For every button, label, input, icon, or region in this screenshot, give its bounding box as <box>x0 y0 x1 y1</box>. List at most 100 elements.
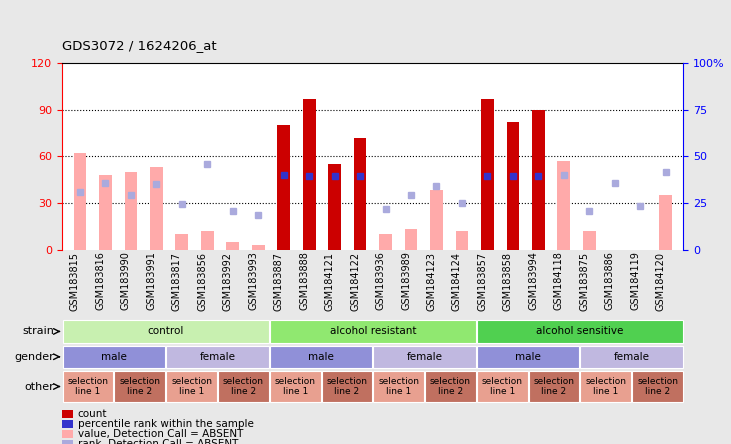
Text: female: female <box>614 352 650 362</box>
Text: GSM183992: GSM183992 <box>223 252 232 311</box>
Text: GSM183993: GSM183993 <box>249 252 258 310</box>
Bar <box>455 231 469 250</box>
FancyBboxPatch shape <box>115 371 165 402</box>
FancyBboxPatch shape <box>580 371 631 402</box>
Bar <box>99 175 112 250</box>
Bar <box>354 138 366 250</box>
Text: count: count <box>77 409 107 419</box>
Text: selection
line 1: selection line 1 <box>482 377 523 396</box>
Text: selection
line 1: selection line 1 <box>67 377 108 396</box>
Text: GSM183886: GSM183886 <box>605 252 615 310</box>
Text: selection
line 1: selection line 1 <box>586 377 626 396</box>
Bar <box>481 99 493 250</box>
Text: control: control <box>148 326 184 337</box>
FancyBboxPatch shape <box>166 371 217 402</box>
Text: GSM183936: GSM183936 <box>376 252 385 310</box>
Text: GSM184121: GSM184121 <box>325 252 335 311</box>
Bar <box>227 242 239 250</box>
Text: GSM183991: GSM183991 <box>146 252 156 310</box>
FancyBboxPatch shape <box>62 420 73 428</box>
Bar <box>303 99 316 250</box>
Bar <box>74 153 86 250</box>
FancyBboxPatch shape <box>374 345 476 368</box>
Bar <box>583 231 596 250</box>
Text: selection
line 1: selection line 1 <box>171 377 212 396</box>
FancyBboxPatch shape <box>270 320 476 343</box>
Bar <box>507 122 519 250</box>
Text: GSM183816: GSM183816 <box>96 252 105 310</box>
FancyBboxPatch shape <box>477 320 683 343</box>
Text: selection
line 2: selection line 2 <box>223 377 264 396</box>
Bar <box>328 164 341 250</box>
Text: gender: gender <box>15 352 54 362</box>
FancyBboxPatch shape <box>580 345 683 368</box>
Bar <box>430 190 443 250</box>
Bar <box>124 172 137 250</box>
Bar <box>532 110 545 250</box>
FancyBboxPatch shape <box>632 371 683 402</box>
Bar <box>379 234 392 250</box>
Text: selection
line 2: selection line 2 <box>534 377 575 396</box>
Text: selection
line 2: selection line 2 <box>430 377 471 396</box>
Text: female: female <box>406 352 442 362</box>
Text: male: male <box>515 352 541 362</box>
FancyBboxPatch shape <box>374 371 424 402</box>
FancyBboxPatch shape <box>166 345 269 368</box>
FancyBboxPatch shape <box>477 371 528 402</box>
Bar <box>558 161 570 250</box>
Text: alcohol resistant: alcohol resistant <box>330 326 416 337</box>
Text: percentile rank within the sample: percentile rank within the sample <box>77 419 254 429</box>
FancyBboxPatch shape <box>529 371 580 402</box>
Text: other: other <box>25 381 54 392</box>
Text: value, Detection Call = ABSENT: value, Detection Call = ABSENT <box>77 429 243 439</box>
Text: GSM183817: GSM183817 <box>172 252 182 311</box>
Text: selection
line 2: selection line 2 <box>637 377 678 396</box>
Text: selection
line 2: selection line 2 <box>327 377 368 396</box>
Bar <box>175 234 188 250</box>
Text: female: female <box>200 352 235 362</box>
FancyBboxPatch shape <box>62 430 73 438</box>
Text: GSM183990: GSM183990 <box>121 252 131 310</box>
FancyBboxPatch shape <box>218 371 269 402</box>
Bar <box>659 195 672 250</box>
FancyBboxPatch shape <box>322 371 372 402</box>
Bar <box>252 245 265 250</box>
Text: GSM184123: GSM184123 <box>426 252 436 311</box>
Text: GSM184120: GSM184120 <box>656 252 666 311</box>
FancyBboxPatch shape <box>62 410 73 418</box>
FancyBboxPatch shape <box>62 440 73 444</box>
Text: selection
line 1: selection line 1 <box>378 377 419 396</box>
Text: GSM183815: GSM183815 <box>70 252 80 311</box>
FancyBboxPatch shape <box>477 345 580 368</box>
Text: GSM183856: GSM183856 <box>197 252 208 311</box>
Text: strain: strain <box>23 326 54 337</box>
Text: rank, Detection Call = ABSENT: rank, Detection Call = ABSENT <box>77 439 238 444</box>
FancyBboxPatch shape <box>425 371 476 402</box>
Text: selection
line 1: selection line 1 <box>275 377 316 396</box>
Text: GSM184124: GSM184124 <box>452 252 462 311</box>
Text: alcohol sensitive: alcohol sensitive <box>537 326 624 337</box>
Text: GSM183887: GSM183887 <box>273 252 284 311</box>
Text: GSM184118: GSM184118 <box>554 252 564 310</box>
Text: GSM183875: GSM183875 <box>579 252 589 311</box>
Text: male: male <box>308 352 334 362</box>
Bar <box>405 230 417 250</box>
Text: GDS3072 / 1624206_at: GDS3072 / 1624206_at <box>62 39 217 52</box>
Text: GSM183994: GSM183994 <box>529 252 538 310</box>
Text: selection
line 2: selection line 2 <box>119 377 160 396</box>
Text: GSM183857: GSM183857 <box>477 252 488 311</box>
Text: male: male <box>101 352 127 362</box>
Text: GSM183858: GSM183858 <box>503 252 513 311</box>
Text: GSM184119: GSM184119 <box>630 252 640 310</box>
Bar <box>201 231 213 250</box>
FancyBboxPatch shape <box>270 371 320 402</box>
Bar <box>150 167 163 250</box>
FancyBboxPatch shape <box>63 320 269 343</box>
Bar <box>277 125 290 250</box>
FancyBboxPatch shape <box>270 345 372 368</box>
FancyBboxPatch shape <box>63 345 165 368</box>
Text: GSM183989: GSM183989 <box>401 252 411 310</box>
Text: GSM183888: GSM183888 <box>299 252 309 310</box>
Text: GSM184122: GSM184122 <box>350 252 360 311</box>
FancyBboxPatch shape <box>63 371 113 402</box>
